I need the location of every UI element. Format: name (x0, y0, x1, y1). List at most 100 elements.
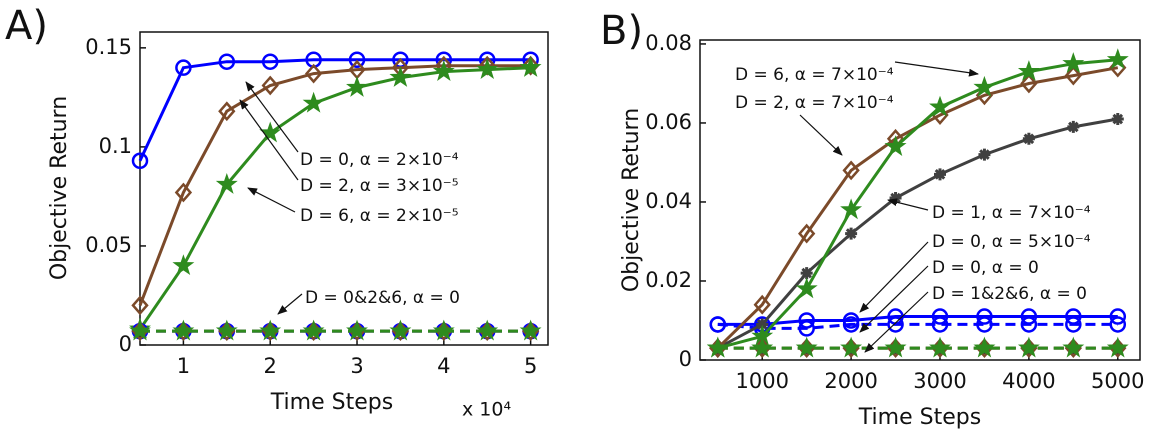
panel-label: B) (600, 8, 643, 54)
marker (753, 294, 771, 315)
annotation-arrow (799, 114, 843, 156)
marker (215, 319, 238, 341)
x-tick-label: 4000 (1002, 369, 1055, 393)
y-tick-label: 0 (119, 332, 132, 356)
marker (884, 135, 907, 157)
marker (1017, 336, 1040, 358)
marker (709, 316, 727, 333)
marker (1106, 336, 1129, 358)
marker (174, 182, 193, 203)
x-tick-label: 1 (177, 354, 190, 378)
marker (519, 319, 542, 341)
marker (476, 58, 499, 79)
marker (131, 152, 149, 170)
annotation: D = 0, α = 5×10⁻⁴ (932, 232, 1091, 252)
marker (432, 60, 455, 81)
marker (1020, 316, 1038, 333)
annotation: D = 0, α = 0 (932, 258, 1039, 278)
x-tick-label: 1000 (735, 369, 788, 393)
annotation: D = 6, α = 7×10⁻⁴ (735, 65, 894, 85)
annotation: D = 2, α = 7×10⁻⁴ (735, 93, 894, 113)
marker (931, 308, 949, 325)
marker (259, 121, 282, 143)
marker (795, 277, 818, 299)
marker (129, 319, 151, 341)
y-axis-label: Objective Return (47, 96, 72, 280)
marker (976, 308, 993, 325)
annotation-arrow (247, 187, 296, 213)
marker (172, 254, 195, 276)
marker (751, 336, 774, 358)
annotation-arrow (277, 293, 303, 315)
marker (1062, 336, 1085, 358)
series-line (717, 117, 1119, 350)
marker (521, 55, 540, 76)
annotation-arrow (859, 265, 929, 333)
marker (389, 319, 412, 341)
marker (346, 75, 368, 97)
marker (887, 316, 904, 333)
marker (845, 227, 858, 240)
marker (840, 336, 863, 358)
marker (261, 75, 279, 96)
y-axis-label: Objective Return (619, 108, 644, 292)
marker (519, 56, 542, 77)
y-tick-label: 0.06 (645, 110, 692, 134)
y-tick-label: 0.05 (85, 233, 132, 257)
marker (1022, 132, 1035, 145)
marker (842, 316, 860, 333)
marker (931, 316, 949, 333)
marker (842, 160, 860, 181)
marker (976, 316, 993, 333)
marker (973, 336, 996, 358)
annotation: D = 0, α = 2×10⁻⁴ (300, 150, 459, 170)
marker (1109, 316, 1127, 333)
x-tick-label: 3 (350, 354, 363, 378)
series-line (717, 322, 1118, 330)
panel-label: A) (5, 3, 48, 49)
marker (1067, 120, 1080, 133)
marker (840, 198, 863, 220)
plot-frame (699, 39, 1141, 361)
marker (1065, 316, 1082, 333)
marker (889, 192, 902, 205)
marker (973, 75, 996, 97)
annotation: D = 0&2&6, α = 0 (305, 288, 460, 308)
annotation: D = 1&2&6, α = 0 (932, 284, 1087, 304)
marker (218, 101, 236, 122)
marker (1020, 73, 1038, 94)
marker (346, 319, 368, 341)
series-line (717, 58, 1118, 350)
annotation: D = 1, α = 7×10⁻⁴ (932, 203, 1091, 223)
annotation-arrow (887, 198, 929, 211)
marker (929, 95, 951, 117)
marker (476, 319, 499, 341)
x-tick-label: 2 (264, 354, 277, 378)
marker (1017, 60, 1040, 81)
panel: 0 0.05 0.1 0.15 1 2 3 4 5 A) Objective Return Time … (5, 3, 549, 421)
marker (131, 295, 149, 316)
marker (978, 148, 991, 161)
plot-frame (139, 31, 549, 346)
annotation-arrow (245, 81, 299, 153)
marker (302, 319, 325, 341)
panel: 0 0.02 0.04 0.06 0.08 1000 2000 3000 4000 5000 B) O… (600, 8, 1145, 430)
x-tick-label: 5000 (1091, 369, 1144, 393)
marker (218, 53, 236, 70)
x-tick-label: 5 (524, 354, 537, 378)
marker (795, 336, 818, 358)
marker (1064, 65, 1082, 86)
x-tick-label: 3000 (913, 369, 966, 393)
marker (884, 336, 907, 358)
annotation-arrow (859, 241, 929, 313)
x-axis-multiplier: x 10⁴ (462, 399, 511, 421)
marker (800, 267, 813, 280)
x-axis-label: Time Steps (270, 390, 393, 415)
y-tick-label: 0.15 (85, 35, 132, 59)
marker (706, 336, 729, 358)
x-axis-label: Time Steps (858, 405, 981, 430)
y-tick-label: 0.1 (99, 134, 132, 158)
series-line (138, 64, 531, 306)
marker (348, 51, 366, 68)
